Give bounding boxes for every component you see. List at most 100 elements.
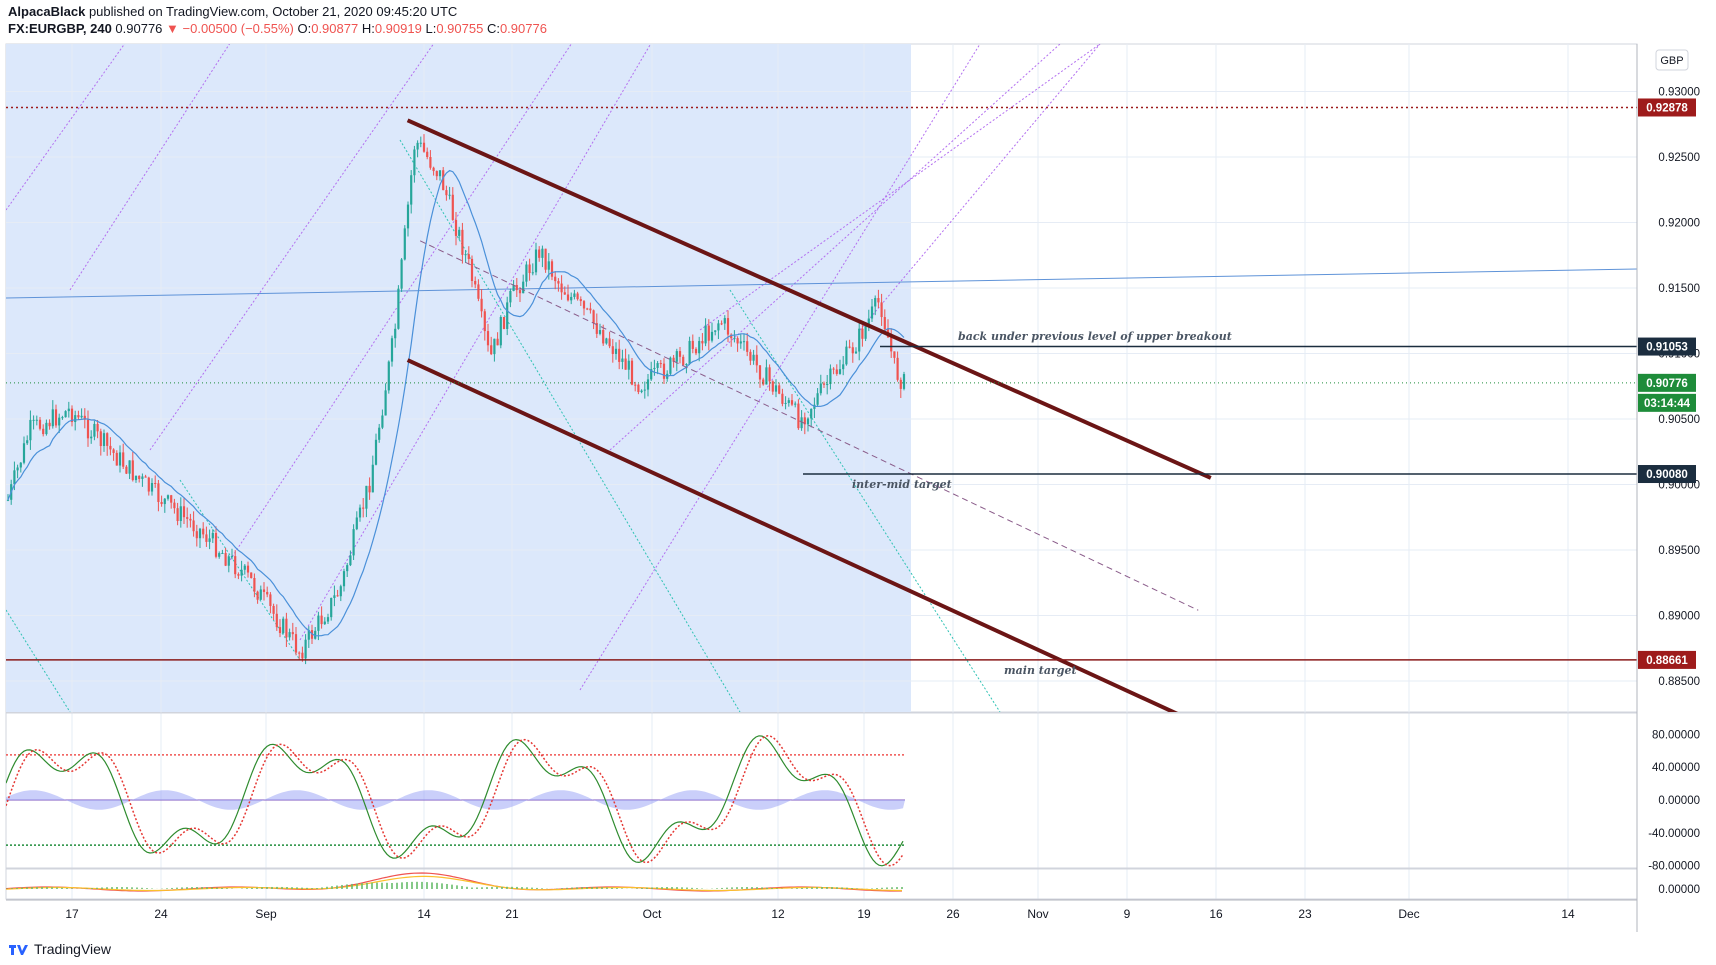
- candle-body: [112, 449, 115, 453]
- candle-body: [429, 157, 432, 168]
- symbol-info: FX:EURGBP, 240 0.90776 ▼ −0.00500 (−0.55…: [8, 21, 547, 36]
- candle-body: [384, 390, 387, 416]
- macd-histogram-bar: [346, 884, 348, 889]
- currency-button[interactable]: GBP: [1655, 49, 1689, 71]
- candle-body: [531, 272, 534, 274]
- candle-body: [701, 341, 704, 344]
- candle-body: [291, 632, 294, 635]
- candle-body: [784, 402, 787, 404]
- macd-histogram-bar: [96, 887, 98, 889]
- last-price: 0.90776: [115, 21, 163, 36]
- candle-body: [304, 639, 307, 659]
- diagonal-line: [6, 609, 71, 712]
- macd-histogram-bar: [871, 888, 873, 889]
- candles: [6, 134, 906, 665]
- candle-body: [538, 249, 541, 258]
- candle-body: [358, 507, 362, 518]
- macd-histogram-bar: [471, 887, 473, 889]
- candle-body: [259, 589, 262, 600]
- time-tick-label: 23: [1298, 907, 1312, 921]
- candle-body: [854, 351, 858, 354]
- candle-body: [710, 331, 714, 341]
- candle-body: [832, 368, 835, 370]
- candle-body: [534, 249, 538, 273]
- macd-histogram-bar: [201, 887, 203, 889]
- time-axis[interactable]: 17 24 Sep 14 21 Oct 12 19 26 Nov 9 16 23 Dec 14: [65, 907, 1575, 921]
- macd-histogram-bar: [741, 887, 743, 889]
- symbol-label[interactable]: FX:EURGBP, 240: [8, 21, 112, 36]
- macd-histogram-bar: [226, 888, 228, 889]
- macd-histogram-bar: [501, 886, 503, 889]
- macd-histogram-bar: [376, 882, 378, 889]
- macd-histogram-bar: [526, 887, 528, 889]
- macd-histogram-bar: [876, 888, 878, 889]
- macd-histogram-bar: [576, 887, 578, 889]
- candle-body: [13, 470, 16, 485]
- price-tag: [1638, 393, 1696, 412]
- candle-body: [339, 586, 342, 597]
- candle-body: [758, 365, 762, 380]
- candle-body: [730, 334, 733, 339]
- macd-histogram-bar: [656, 887, 658, 889]
- candle-body: [288, 632, 291, 638]
- chart-header: AlpacaBlack published on TradingView.com…: [0, 0, 1716, 40]
- macd-histogram-bar: [446, 883, 448, 889]
- channel-lower-line[interactable]: [406, 358, 1186, 718]
- price-tag: [1638, 650, 1696, 669]
- author-name[interactable]: AlpacaBlack: [8, 4, 86, 19]
- price-tick-label: 0.91500: [1658, 283, 1700, 295]
- macd-histogram-bar: [311, 888, 313, 889]
- candle-body: [160, 501, 163, 505]
- candle-body: [218, 553, 221, 557]
- candle-body: [525, 264, 528, 282]
- candle-body: [294, 634, 298, 653]
- candle-body: [570, 296, 573, 301]
- candle-body: [144, 476, 147, 478]
- time-tick-label: 21: [505, 907, 519, 921]
- candle-body: [778, 385, 781, 394]
- candle-body: [438, 170, 442, 177]
- macd-tick-label: 0.00000: [1658, 884, 1700, 896]
- candle-body: [480, 298, 483, 312]
- currency-label: GBP: [1660, 55, 1683, 67]
- candle-body: [163, 498, 166, 505]
- candle-body: [278, 627, 282, 634]
- candle-body: [381, 415, 384, 428]
- macd-histogram-bar: [251, 887, 253, 889]
- candle-body: [726, 318, 730, 335]
- price-tag-label: 0.90080: [1646, 469, 1688, 481]
- candle-body: [317, 615, 320, 631]
- candle-body: [173, 502, 176, 509]
- macd-histogram-bar: [436, 882, 438, 889]
- candle-body: [595, 323, 598, 334]
- macd-histogram-bar: [896, 887, 898, 889]
- ohlc-low-value: 0.90755: [436, 21, 484, 36]
- channel-upper-line[interactable]: [406, 118, 1212, 480]
- price-tag-label: 0.91053: [1646, 342, 1688, 354]
- macd-histogram-bar: [751, 887, 753, 889]
- macd-histogram-bar: [581, 887, 583, 889]
- candle-body: [298, 652, 301, 654]
- macd-histogram-bar: [511, 886, 513, 889]
- candle-body: [477, 284, 480, 299]
- candle-body: [739, 341, 742, 344]
- channel-mid-line: [419, 240, 1199, 611]
- macd-histogram-bar: [186, 887, 188, 889]
- macd-histogram-bar: [681, 887, 683, 889]
- macd-histogram-bar: [316, 888, 318, 889]
- candle-body: [522, 281, 525, 294]
- candle-body: [554, 276, 557, 282]
- tradingview-brand[interactable]: TradingView: [34, 941, 112, 957]
- candle-body: [528, 264, 531, 274]
- candle-body: [566, 294, 570, 301]
- macd-histogram-bar: [396, 882, 398, 889]
- candle-body: [858, 328, 861, 352]
- candle-body: [614, 348, 618, 354]
- macd-histogram-bar: [466, 886, 468, 889]
- macd-histogram-bar: [696, 888, 698, 889]
- price-tick-label: 0.92000: [1658, 218, 1700, 230]
- price-axis[interactable]: 0.930000.925000.920000.915000.910000.905…: [1648, 87, 1700, 897]
- candle-body: [605, 338, 608, 344]
- macd-histogram-bar: [306, 887, 308, 889]
